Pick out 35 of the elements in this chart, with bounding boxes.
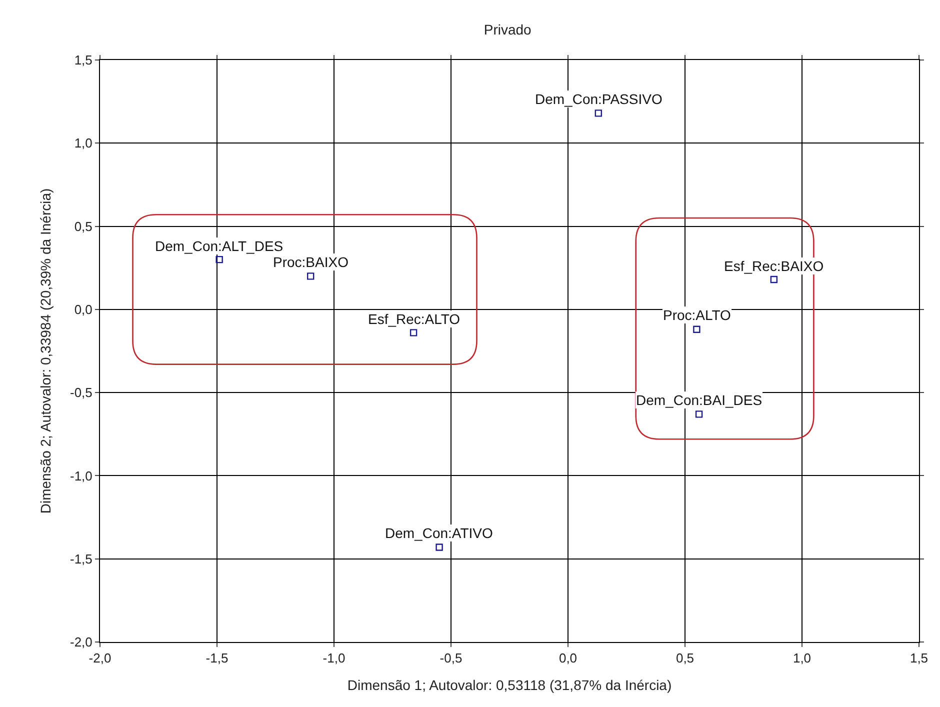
point xyxy=(693,326,700,333)
annotation: Dem_Con:PASSIVO xyxy=(535,91,662,107)
y-tick-label: -1,5 xyxy=(70,551,92,566)
annotation: Dem_Con:ALT_DES xyxy=(155,238,284,254)
point xyxy=(770,276,778,284)
point xyxy=(594,110,602,117)
annotation: Dem_Con:BAI_DES xyxy=(636,392,762,408)
annotation: Dem_Con:ATIVO xyxy=(385,525,493,541)
y-tick-label: 0,0 xyxy=(74,302,92,317)
annotation: Esf_Rec:ALTO xyxy=(368,311,460,327)
x-tick-label: 0,5 xyxy=(676,650,694,666)
x-tick-label: -2,0 xyxy=(88,650,112,666)
point xyxy=(216,256,223,264)
point xyxy=(410,329,418,336)
x-tick-label: 0,0 xyxy=(558,650,578,666)
x-tick-label: 1,0 xyxy=(792,650,812,666)
point xyxy=(307,272,314,280)
y-tick-label: 1,0 xyxy=(74,136,92,151)
chart-title: Privado xyxy=(484,22,532,38)
y-axis-title: Dimensão 2; Autovalor: 0,33984 (20,39% da Inércia) xyxy=(38,188,54,514)
annotation: Proc:ALTO xyxy=(663,307,732,323)
x-tick-label: -0,5 xyxy=(440,650,462,666)
x-axis-title: Dimensão 1; Autovalor: 0,53118 (31,87% da Inércia) xyxy=(347,676,672,693)
point xyxy=(436,544,443,551)
annotation: Proc:BAIXO xyxy=(273,254,349,270)
y-tick-label: -2,0 xyxy=(70,634,92,650)
x-tick-label: 1,5 xyxy=(910,650,928,666)
y-tick-label: -0,5 xyxy=(70,385,92,400)
y-tick-label: 0,5 xyxy=(74,218,92,234)
y-tick-label: -1,0 xyxy=(70,468,92,484)
x-tick-label: -1,5 xyxy=(206,650,228,666)
point xyxy=(695,410,703,418)
y-tick-label: 1,5 xyxy=(74,52,92,68)
annotation: Esf_Rec:BAIXO xyxy=(724,258,824,274)
x-tick-label: -1,0 xyxy=(322,650,346,666)
